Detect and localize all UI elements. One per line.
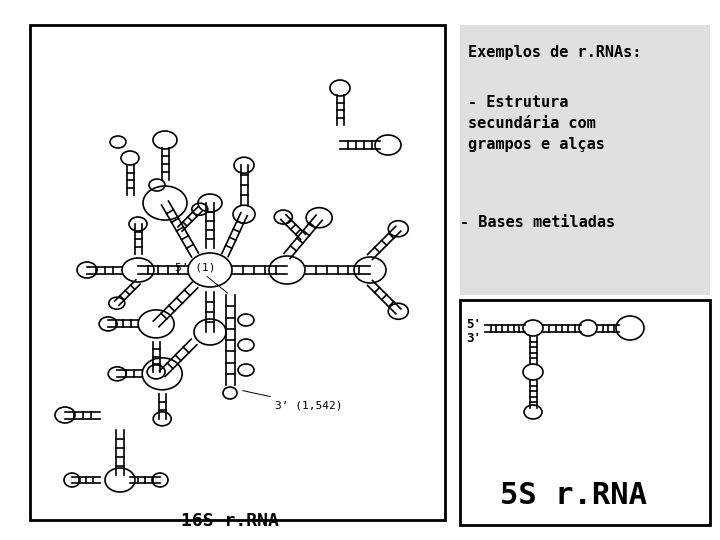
Text: 16S r.RNA: 16S r.RNA	[181, 512, 279, 530]
Bar	[460, 300, 710, 525]
Bar	[30, 25, 445, 520]
Text: - Estrutura
secundária com
grampos e alças: - Estrutura secundária com grampos e alç…	[468, 95, 605, 152]
Text: 5’ (1): 5’ (1)	[175, 262, 228, 293]
Text: 3': 3'	[466, 332, 481, 345]
Text: 5': 5'	[466, 318, 481, 331]
Text: 5S r.RNA: 5S r.RNA	[500, 481, 647, 510]
Text: - Bases metiladas: - Bases metiladas	[460, 215, 615, 230]
Text: 3’ (1,542): 3’ (1,542)	[243, 390, 343, 410]
Text: Exemplos de r.RNAs:: Exemplos de r.RNAs:	[468, 45, 642, 60]
Bar	[460, 25, 710, 295]
